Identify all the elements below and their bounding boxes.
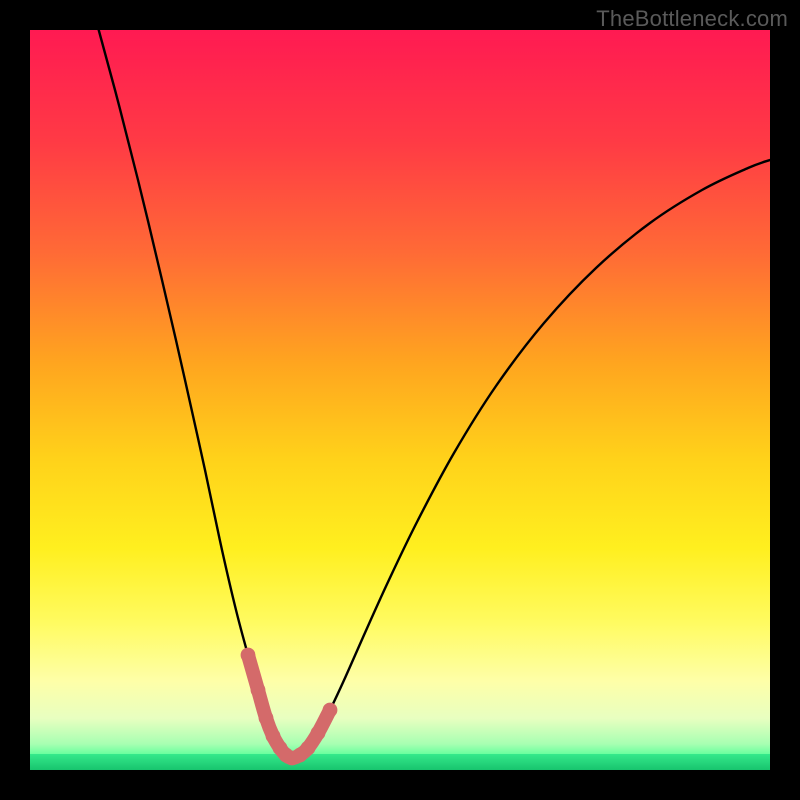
watermark-text: TheBottleneck.com [596,6,788,32]
plot-area [30,30,770,770]
valley-dot [323,703,338,718]
main-curve [96,20,770,758]
valley-dot [259,711,274,726]
chart-frame: TheBottleneck.com [0,0,800,800]
valley-dot [311,726,326,741]
valley-dot [251,683,266,698]
valley-overlay [248,655,330,758]
valley-dot [241,648,256,663]
curve-layer [30,30,770,770]
valley-dot [301,741,316,756]
